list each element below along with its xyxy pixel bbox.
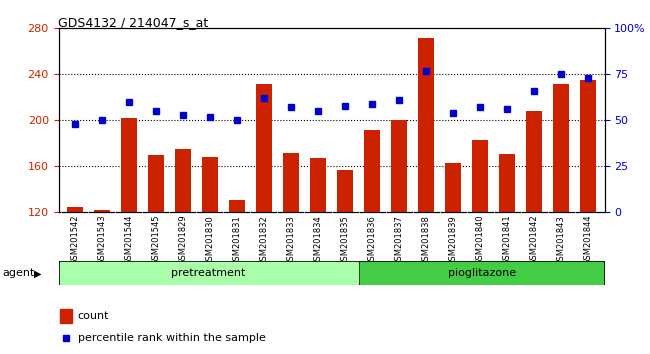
Text: GSM201836: GSM201836 (367, 215, 376, 266)
Text: GSM201832: GSM201832 (259, 215, 268, 266)
Text: GSM201843: GSM201843 (557, 215, 566, 266)
Bar (229, 200, 245, 212)
Bar (391, 120, 407, 212)
Bar (337, 170, 353, 212)
Text: GSM201831: GSM201831 (233, 215, 241, 266)
Bar (418, 38, 434, 212)
Bar (94, 210, 110, 212)
Text: agent: agent (3, 268, 35, 278)
Bar (360, 262, 603, 284)
Text: GSM201840: GSM201840 (476, 215, 485, 266)
Bar (364, 130, 380, 212)
Text: GSM201841: GSM201841 (502, 215, 512, 266)
Bar (121, 118, 137, 212)
Text: GSM201830: GSM201830 (205, 215, 214, 266)
Text: ▶: ▶ (34, 268, 42, 278)
Text: GSM201839: GSM201839 (448, 215, 458, 266)
Text: GSM201829: GSM201829 (178, 215, 187, 266)
Bar (553, 84, 569, 212)
Bar (202, 157, 218, 212)
Text: GSM201833: GSM201833 (287, 215, 296, 266)
Text: GSM201837: GSM201837 (395, 215, 404, 266)
Bar (283, 153, 299, 212)
Bar (148, 155, 164, 212)
Bar (256, 84, 272, 212)
Text: GSM201844: GSM201844 (584, 215, 593, 266)
Text: pioglitazone: pioglitazone (448, 268, 515, 278)
Bar (499, 154, 515, 212)
Bar (472, 140, 488, 212)
Text: GSM201545: GSM201545 (151, 215, 161, 265)
Bar (580, 80, 597, 212)
Text: GSM201834: GSM201834 (313, 215, 322, 266)
Bar (175, 149, 191, 212)
Bar (66, 207, 83, 212)
Text: GSM201542: GSM201542 (70, 215, 79, 265)
Bar (60, 262, 358, 284)
Text: pretreatment: pretreatment (172, 268, 246, 278)
Bar (526, 111, 542, 212)
Text: GSM201842: GSM201842 (530, 215, 539, 266)
Text: GSM201543: GSM201543 (98, 215, 106, 266)
Bar (310, 158, 326, 212)
Text: percentile rank within the sample: percentile rank within the sample (77, 332, 265, 343)
Bar (60, 309, 72, 323)
Text: GSM201544: GSM201544 (124, 215, 133, 265)
Text: GSM201835: GSM201835 (341, 215, 350, 266)
Text: GDS4132 / 214047_s_at: GDS4132 / 214047_s_at (58, 16, 209, 29)
Text: count: count (77, 311, 109, 321)
Bar (445, 163, 462, 212)
Text: GSM201838: GSM201838 (422, 215, 430, 266)
